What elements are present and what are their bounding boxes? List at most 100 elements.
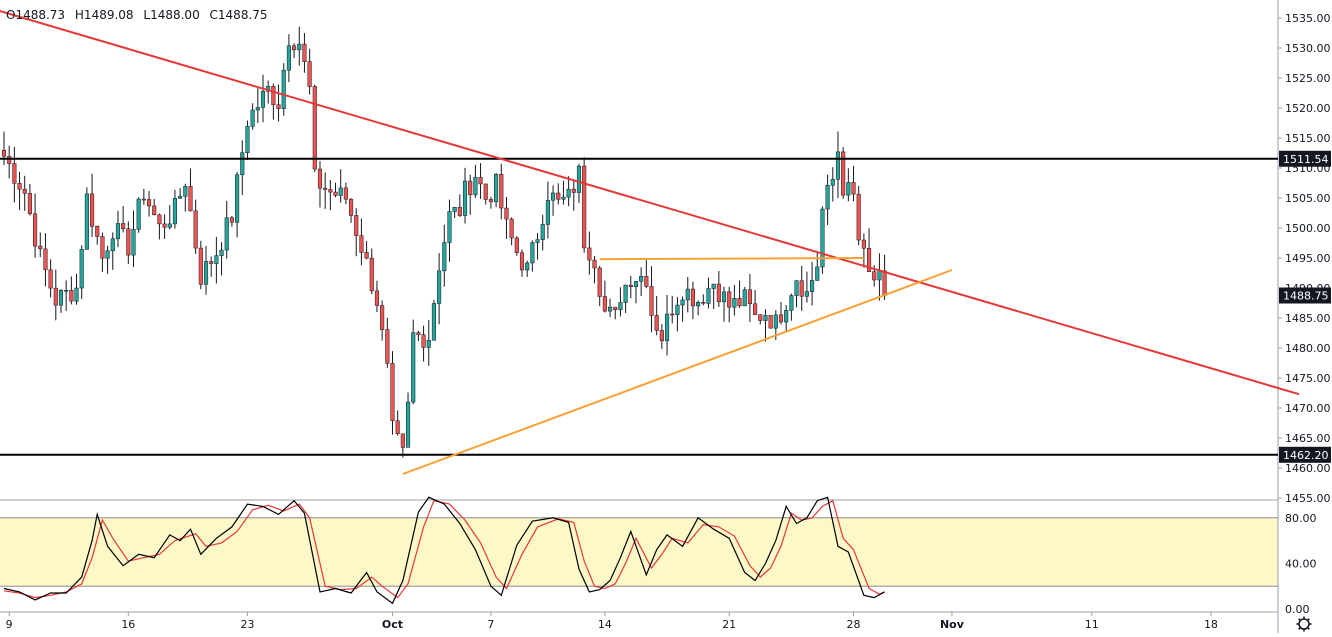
- candle-body: [333, 191, 338, 196]
- settings-gear-icon[interactable]: [1296, 616, 1312, 632]
- candle-body: [48, 269, 53, 289]
- price-tag-last: 1488.75: [1279, 287, 1331, 304]
- candle-body: [380, 305, 385, 330]
- time-tick-label: 16: [121, 618, 135, 631]
- price-tick-label: 1455.00: [1285, 492, 1331, 505]
- gear-tooth: [1298, 626, 1302, 630]
- candle-body: [235, 174, 240, 223]
- candle-body: [701, 302, 706, 304]
- candle-body: [758, 314, 763, 321]
- candle-body: [302, 43, 307, 62]
- candle-body: [825, 185, 830, 210]
- flat-top-trendline[interactable]: [599, 257, 864, 261]
- candle-body: [473, 177, 478, 196]
- candle-body: [737, 298, 742, 307]
- candle-body: [271, 86, 276, 105]
- price-tick-label: 1535.00: [1285, 12, 1331, 25]
- candle-body: [416, 332, 421, 335]
- candle-body: [670, 313, 675, 316]
- candle-body: [297, 43, 302, 51]
- candle-body: [312, 86, 317, 170]
- candles: [1, 26, 887, 458]
- candle-body: [369, 257, 374, 292]
- time-tick-label: 28: [847, 618, 861, 631]
- time-tick-label: 7: [487, 618, 494, 631]
- candle-body: [198, 247, 203, 285]
- price-tick-label: 1530.00: [1285, 42, 1331, 55]
- gear-tooth: [1298, 618, 1302, 622]
- candle-body: [478, 177, 483, 185]
- price-tag-label: 1511.54: [1283, 153, 1329, 166]
- gear-tooth: [1306, 626, 1310, 630]
- candle-body: [623, 284, 628, 303]
- candle-body: [292, 45, 297, 51]
- candle-body: [307, 61, 312, 87]
- candle-body: [126, 228, 131, 256]
- time-tick-label: 9: [6, 618, 13, 631]
- candle-body: [882, 270, 887, 296]
- candle-body: [167, 223, 172, 228]
- time-tick-label: 21: [722, 618, 736, 631]
- price-tag-level: 1511.54: [1279, 150, 1331, 167]
- price-tick-label: 1470.00: [1285, 402, 1331, 415]
- candle-body: [608, 306, 613, 312]
- candle-body: [131, 229, 136, 256]
- candle-body: [639, 276, 644, 282]
- candle-body: [162, 223, 167, 228]
- candle-body: [721, 291, 727, 303]
- candle-body: [385, 329, 390, 364]
- candle-body: [587, 247, 592, 261]
- candle-body: [680, 299, 685, 306]
- candle-body: [483, 183, 488, 200]
- candle-body: [136, 198, 141, 230]
- candle-body: [69, 289, 74, 302]
- resistance-trendline[interactable]: [0, 0, 1300, 396]
- candle-body: [22, 188, 27, 194]
- ohlc-header: O1488.73 H1489.08 L1488.00 C1488.75: [6, 8, 274, 22]
- candle-body: [146, 199, 152, 207]
- candle-body: [872, 271, 877, 281]
- candle-body: [115, 223, 121, 240]
- candle-body: [157, 214, 162, 225]
- candle-body: [716, 283, 721, 303]
- candle-body: [525, 262, 530, 271]
- candle-body: [12, 163, 17, 184]
- candle-body: [245, 126, 250, 153]
- candle-body: [727, 291, 732, 308]
- candle-body: [690, 288, 695, 307]
- support-trendline[interactable]: [402, 269, 953, 475]
- candle-body: [240, 152, 245, 176]
- candle-body: [27, 193, 32, 215]
- time-tick-label: 14: [598, 618, 612, 631]
- candle-body: [276, 104, 281, 109]
- candle-body: [711, 283, 716, 289]
- candle-body: [100, 236, 105, 259]
- candle-body: [53, 287, 58, 306]
- ohlc-low: L1488.00: [143, 8, 200, 22]
- candle-body: [7, 155, 12, 164]
- candle-body: [784, 310, 789, 323]
- candle-body: [437, 270, 442, 304]
- candle-body: [576, 165, 582, 193]
- candle-body: [281, 69, 286, 109]
- price-tick-label: 1505.00: [1285, 192, 1331, 205]
- candle-body: [654, 315, 659, 331]
- stochastic-band: [0, 517, 1278, 587]
- candle-body: [571, 188, 576, 193]
- candle-body: [582, 165, 587, 249]
- candle-body: [395, 420, 400, 435]
- candle-body: [841, 151, 846, 196]
- candle-body: [229, 217, 234, 223]
- gear-tooth: [1306, 618, 1310, 622]
- candle-body: [530, 242, 535, 264]
- candle-body: [33, 213, 38, 247]
- time-tick-label: 23: [240, 618, 254, 631]
- candle-body: [664, 313, 670, 342]
- candle-body: [810, 280, 815, 292]
- candle-body: [706, 288, 711, 304]
- candle-body: [597, 267, 602, 297]
- candle-body: [519, 252, 525, 271]
- candle-body: [763, 315, 768, 321]
